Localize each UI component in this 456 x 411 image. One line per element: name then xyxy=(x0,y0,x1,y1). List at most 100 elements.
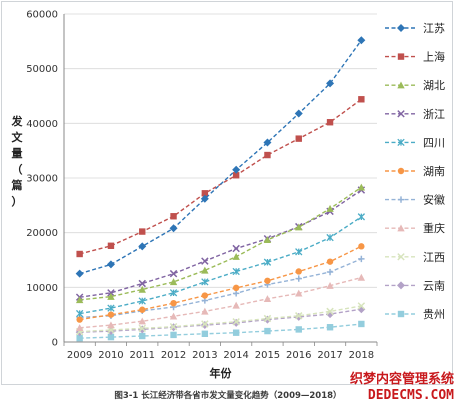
data-point xyxy=(232,301,240,309)
data-point xyxy=(263,314,272,323)
series-line xyxy=(79,216,362,315)
data-point xyxy=(232,267,240,276)
legend-label: 湖南 xyxy=(423,165,445,178)
data-point xyxy=(358,320,365,328)
data-point xyxy=(263,295,272,303)
data-point xyxy=(263,138,272,147)
legend-label: 上海 xyxy=(423,50,445,64)
data-point xyxy=(201,190,209,197)
x-tick-label: 2012 xyxy=(161,350,186,361)
series-line xyxy=(79,245,362,321)
data-point xyxy=(232,244,240,253)
y-tick-label: 30000 xyxy=(26,174,58,185)
data-point xyxy=(263,258,272,266)
data-point xyxy=(397,110,405,118)
data-point xyxy=(170,299,177,307)
series-line xyxy=(79,258,362,319)
data-point xyxy=(358,96,365,103)
data-point xyxy=(295,223,303,231)
data-point xyxy=(295,135,302,142)
data-point xyxy=(138,297,146,305)
series-line xyxy=(79,308,362,333)
data-point xyxy=(75,324,84,331)
data-point xyxy=(232,290,240,297)
series-line xyxy=(79,276,362,329)
data-point xyxy=(138,285,146,293)
data-point xyxy=(295,248,303,256)
y-tick-label: 40000 xyxy=(26,119,58,130)
data-point xyxy=(326,258,334,265)
data-point xyxy=(76,250,83,258)
data-point xyxy=(232,172,240,179)
x-tick-label: 2016 xyxy=(286,350,311,361)
series-line xyxy=(79,39,362,275)
data-point xyxy=(357,302,366,310)
data-point xyxy=(326,307,334,316)
data-point xyxy=(295,312,303,320)
data-point xyxy=(357,213,366,221)
data-point xyxy=(107,242,115,249)
data-point xyxy=(294,109,303,118)
y-tick-label: 20000 xyxy=(26,228,58,239)
data-point xyxy=(397,167,405,175)
data-point xyxy=(232,318,241,327)
data-point xyxy=(264,277,271,284)
data-point xyxy=(397,53,405,60)
data-point xyxy=(357,183,366,191)
data-point xyxy=(357,36,366,45)
legend-label: 湖北 xyxy=(423,79,445,92)
legend-label: 四川 xyxy=(423,136,445,149)
data-point xyxy=(169,278,178,286)
data-point xyxy=(264,327,271,335)
data-point xyxy=(139,228,146,235)
data-point xyxy=(170,213,177,220)
data-point xyxy=(264,151,271,159)
data-point xyxy=(75,296,84,304)
figure-caption: 图3-1 长江经济带各省市发文量变化趋势（2009—2018） xyxy=(114,391,342,401)
data-point xyxy=(75,309,84,318)
data-point xyxy=(200,194,209,203)
data-point xyxy=(397,138,405,147)
data-point xyxy=(263,315,272,324)
data-point xyxy=(397,196,405,203)
data-point xyxy=(201,292,209,299)
data-point xyxy=(397,24,405,32)
data-point xyxy=(169,269,178,278)
data-point xyxy=(295,268,302,275)
data-point xyxy=(263,236,272,243)
data-point xyxy=(326,268,334,276)
data-point xyxy=(201,307,209,315)
series-line xyxy=(79,186,362,301)
data-point xyxy=(232,165,241,174)
data-point xyxy=(326,324,334,331)
data-point xyxy=(169,224,178,233)
series-line xyxy=(79,98,362,255)
data-point xyxy=(106,260,115,269)
data-point xyxy=(201,330,209,337)
data-point xyxy=(232,329,240,336)
data-point xyxy=(138,279,146,288)
data-point xyxy=(169,289,178,297)
x-tick-label: 2015 xyxy=(255,350,280,361)
data-point xyxy=(397,253,405,261)
x-tick-label: 2011 xyxy=(130,350,155,361)
data-point xyxy=(138,324,146,333)
data-point xyxy=(106,327,115,336)
data-point xyxy=(358,255,365,263)
legend-label: 安徽 xyxy=(423,193,445,207)
data-point xyxy=(76,334,83,342)
legend-label: 浙江 xyxy=(423,108,445,121)
data-point xyxy=(75,269,84,278)
line-chart: 0 10000 20000 30000 40000 50000 60000 2009 2010 2… xyxy=(11,10,446,381)
data-point xyxy=(170,331,177,339)
data-point xyxy=(397,281,405,290)
data-point xyxy=(295,326,302,333)
x-tick-label: 2010 xyxy=(98,350,123,361)
y-tick-label: 60000 xyxy=(26,10,58,21)
series-line xyxy=(79,305,362,333)
data-point xyxy=(397,310,405,318)
data-point xyxy=(169,322,178,331)
legend-label: 江苏 xyxy=(423,22,445,35)
y-tick-label: 0 xyxy=(52,338,58,349)
data-point xyxy=(107,289,115,297)
